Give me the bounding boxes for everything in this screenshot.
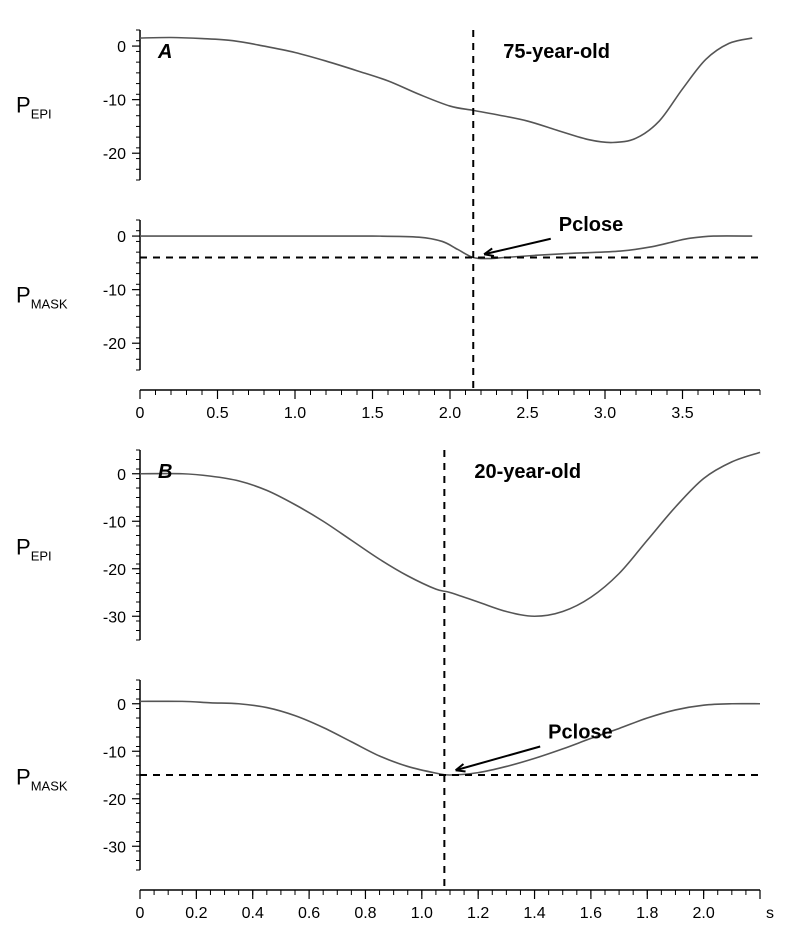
arrow-line bbox=[456, 747, 541, 771]
panel-letter: A bbox=[157, 41, 172, 63]
pclose-label: Pclose bbox=[548, 722, 612, 744]
x-tick-label: 1.0 bbox=[284, 405, 306, 422]
y-tick-label: -10 bbox=[103, 744, 126, 761]
y-tick-label: -20 bbox=[103, 792, 126, 809]
x-tick-label: 0.6 bbox=[298, 905, 320, 922]
x-tick-label: 1.6 bbox=[580, 905, 602, 922]
x-tick-label: 0.4 bbox=[242, 905, 264, 922]
figure-root: 0 -10 -20 PEPI 0 -10 -20 PMASK 0 0.5 1.0 1.5 2.0 2.5 3… bbox=[0, 0, 800, 946]
y-tick-label: -30 bbox=[103, 839, 126, 856]
y-tick-label: -20 bbox=[103, 562, 126, 579]
x-tick-label: 1.8 bbox=[636, 905, 658, 922]
p-epi-curve bbox=[140, 452, 760, 616]
y-tick-label: -30 bbox=[103, 609, 126, 626]
y-tick-label: 0 bbox=[117, 39, 126, 56]
y-tick-label: -10 bbox=[103, 283, 126, 300]
x-tick-label: 2.0 bbox=[439, 405, 461, 422]
x-tick-label: 0.8 bbox=[354, 905, 376, 922]
y-tick-label: 0 bbox=[117, 229, 126, 246]
x-tick-label: 1.2 bbox=[467, 905, 489, 922]
x-tick-label: 0 bbox=[136, 905, 145, 922]
p-epi-axis-label: PEPI bbox=[16, 535, 52, 564]
p-mask-axis-label: PMASK bbox=[16, 765, 68, 794]
x-tick-label: 1.5 bbox=[361, 405, 383, 422]
x-tick-label: 3.5 bbox=[671, 405, 693, 422]
x-tick-label: 0 bbox=[136, 405, 145, 422]
pclose-label: Pclose bbox=[559, 214, 623, 236]
y-tick-label: 0 bbox=[117, 467, 126, 484]
x-tick-label: 1.0 bbox=[411, 905, 433, 922]
panel-title: 20-year-old bbox=[474, 461, 581, 483]
y-tick-label: -20 bbox=[103, 146, 126, 163]
y-tick-label: -10 bbox=[103, 93, 126, 110]
x-tick-label: 3.0 bbox=[594, 405, 616, 422]
y-tick-label: -10 bbox=[103, 514, 126, 531]
x-tick-label: 1.4 bbox=[523, 905, 545, 922]
arrow-line bbox=[484, 239, 551, 255]
x-tick-label: 2.0 bbox=[693, 905, 715, 922]
y-tick-label: -20 bbox=[103, 336, 126, 353]
p-epi-curve bbox=[140, 37, 752, 142]
x-tick-label: 2.5 bbox=[516, 405, 538, 422]
p-mask-axis-label: PMASK bbox=[16, 283, 68, 312]
panel-title: 75-year-old bbox=[503, 41, 610, 63]
panel-letter: B bbox=[158, 461, 172, 483]
figure-svg: 0 -10 -20 PEPI 0 -10 -20 PMASK 0 0.5 1.0 1.5 2.0 2.5 3… bbox=[0, 0, 800, 946]
p-mask-curve bbox=[140, 701, 760, 775]
y-tick-label: 0 bbox=[117, 697, 126, 714]
p-mask-curve bbox=[140, 236, 752, 259]
x-tick-label: 0.5 bbox=[206, 405, 228, 422]
x-tick-label: 0.2 bbox=[185, 905, 207, 922]
p-epi-axis-label: PEPI bbox=[16, 93, 52, 122]
x-unit-label: s bbox=[766, 905, 774, 922]
